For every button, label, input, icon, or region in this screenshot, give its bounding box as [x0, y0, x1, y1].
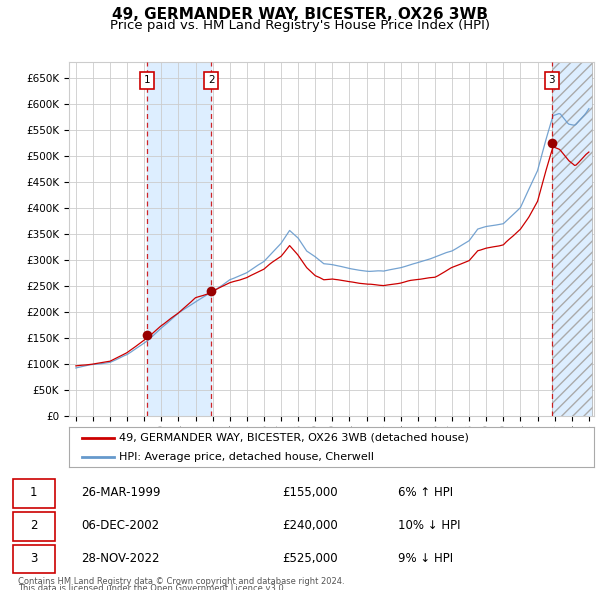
- Text: Contains HM Land Registry data © Crown copyright and database right 2024.: Contains HM Land Registry data © Crown c…: [18, 577, 344, 586]
- Text: 06-DEC-2002: 06-DEC-2002: [81, 519, 159, 532]
- Text: 3: 3: [30, 552, 38, 565]
- Bar: [147, 62, 211, 416]
- FancyBboxPatch shape: [13, 512, 55, 540]
- Text: £240,000: £240,000: [283, 519, 338, 532]
- Text: 1: 1: [144, 75, 151, 85]
- Text: HPI: Average price, detached house, Cherwell: HPI: Average price, detached house, Cher…: [119, 452, 374, 462]
- Text: 3: 3: [548, 75, 555, 85]
- Text: 6% ↑ HPI: 6% ↑ HPI: [398, 487, 453, 500]
- Text: Price paid vs. HM Land Registry's House Price Index (HPI): Price paid vs. HM Land Registry's House …: [110, 19, 490, 32]
- FancyBboxPatch shape: [13, 479, 55, 508]
- Text: 2: 2: [30, 519, 38, 532]
- FancyBboxPatch shape: [13, 545, 55, 573]
- Text: £155,000: £155,000: [283, 487, 338, 500]
- Text: 1: 1: [30, 487, 38, 500]
- Bar: [552, 51, 592, 416]
- Text: 49, GERMANDER WAY, BICESTER, OX26 3WB (detached house): 49, GERMANDER WAY, BICESTER, OX26 3WB (d…: [119, 432, 469, 442]
- Text: 9% ↓ HPI: 9% ↓ HPI: [398, 552, 453, 565]
- Text: 49, GERMANDER WAY, BICESTER, OX26 3WB: 49, GERMANDER WAY, BICESTER, OX26 3WB: [112, 7, 488, 22]
- Text: £525,000: £525,000: [283, 552, 338, 565]
- Text: This data is licensed under the Open Government Licence v3.0.: This data is licensed under the Open Gov…: [18, 584, 286, 590]
- Text: 28-NOV-2022: 28-NOV-2022: [81, 552, 160, 565]
- Text: 2: 2: [208, 75, 215, 85]
- Text: 26-MAR-1999: 26-MAR-1999: [81, 487, 161, 500]
- Text: 10% ↓ HPI: 10% ↓ HPI: [398, 519, 460, 532]
